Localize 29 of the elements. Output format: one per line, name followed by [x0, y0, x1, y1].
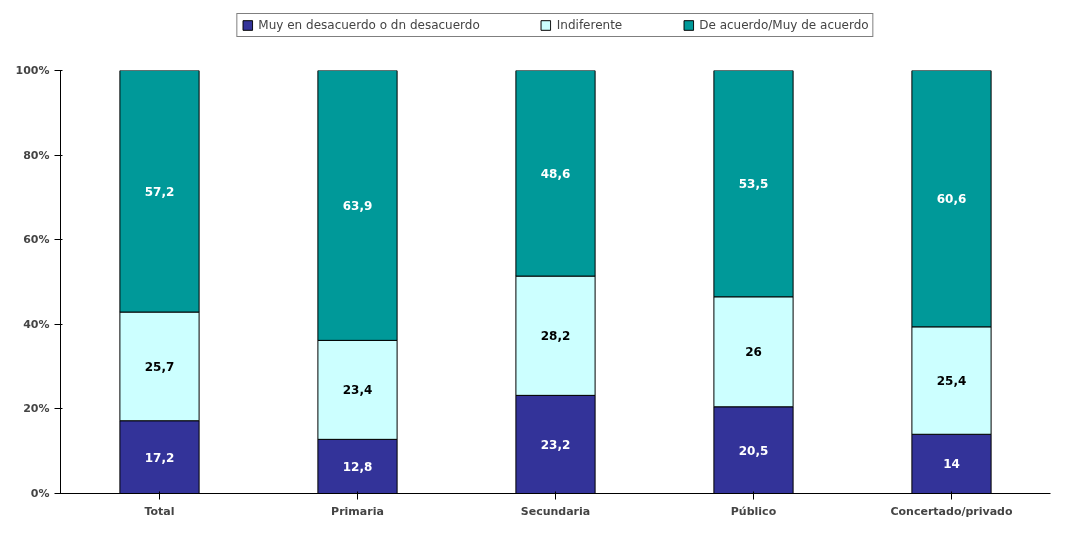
y-tick-label: 80%	[23, 148, 50, 162]
y-tick-label: 40%	[23, 317, 50, 331]
x-tick-label: Primaria	[331, 504, 384, 518]
data-label: 28,2	[540, 329, 571, 344]
data-label: 25,4	[936, 374, 967, 389]
data-label: 14	[943, 457, 960, 472]
data-label: 57,2	[144, 184, 175, 199]
data-label: 60,6	[936, 192, 967, 207]
y-tick-label: 20%	[23, 402, 50, 416]
data-label: 48,6	[540, 166, 571, 181]
y-tick-label: 0%	[30, 487, 50, 500]
data-label: 12,8	[342, 459, 373, 474]
data-label: 23,2	[540, 437, 571, 452]
data-label: 17,2	[144, 450, 175, 465]
data-label: 20,5	[738, 443, 769, 458]
data-label: 53,5	[738, 177, 769, 192]
legend-label: Muy en desacuerdo o dn desacuerdo	[258, 18, 480, 32]
x-tick-label: Total	[144, 504, 175, 518]
y-tick-label: 60%	[23, 233, 50, 247]
data-label: 23,4	[342, 383, 373, 398]
data-label: 63,9	[342, 198, 373, 213]
y-tick-label: 100%	[15, 64, 50, 77]
x-tick-label: Público	[730, 504, 777, 518]
legend-label: Indiferente	[556, 18, 623, 32]
data-label: 25,7	[144, 359, 175, 374]
legend-label: De acuerdo/Muy de acuerdo	[699, 18, 869, 32]
data-label: 26	[745, 345, 762, 360]
x-tick-label: Concertado/privado	[890, 504, 1013, 518]
x-tick-label: Secundaria	[520, 504, 591, 518]
